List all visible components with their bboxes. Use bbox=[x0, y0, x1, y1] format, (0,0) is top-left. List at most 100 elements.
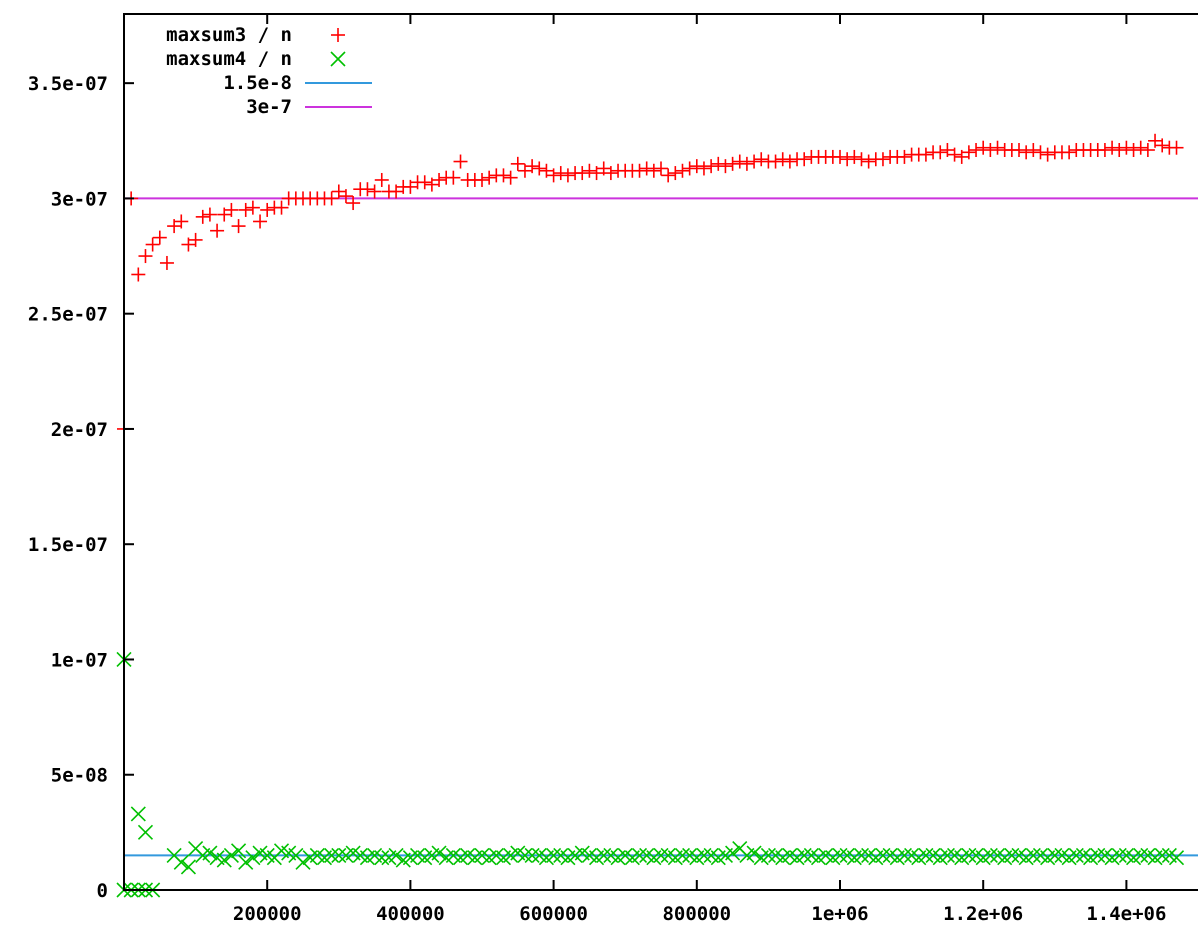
point-s1-45 bbox=[431, 845, 447, 861]
point-s0-35 bbox=[367, 184, 382, 199]
point-s0-141 bbox=[1126, 143, 1141, 158]
y-tick-label-0: 0 bbox=[97, 880, 108, 902]
point-s0-55 bbox=[510, 156, 525, 171]
point-s1-6 bbox=[130, 806, 146, 822]
point-s1-19 bbox=[245, 850, 261, 866]
point-s0-109 bbox=[897, 149, 912, 164]
marker-stroke bbox=[839, 847, 855, 863]
point-s1-119 bbox=[961, 847, 977, 863]
marker-stroke bbox=[1154, 847, 1170, 863]
marker-stroke bbox=[245, 850, 261, 866]
marker-stroke bbox=[946, 847, 963, 863]
legend-label-1: maxsum4 / n bbox=[166, 48, 292, 70]
marker-stroke bbox=[1068, 847, 1084, 863]
point-s0-19 bbox=[253, 214, 268, 229]
point-s0-15 bbox=[224, 202, 239, 217]
point-s0-30 bbox=[331, 184, 346, 199]
point-s0-11 bbox=[195, 209, 210, 224]
marker-stroke bbox=[1111, 847, 1127, 863]
point-s0-65 bbox=[582, 163, 597, 178]
point-s1-76 bbox=[653, 847, 669, 863]
point-s0-116 bbox=[947, 147, 962, 162]
marker-stroke bbox=[130, 806, 146, 822]
series-layer bbox=[116, 133, 1185, 898]
point-s0-72 bbox=[632, 163, 647, 178]
marker-stroke bbox=[324, 847, 340, 863]
point-s0-79 bbox=[682, 161, 697, 176]
point-s1-13 bbox=[202, 845, 218, 861]
point-s1-101 bbox=[832, 847, 848, 863]
point-s1-26 bbox=[295, 854, 311, 870]
marker-stroke bbox=[1011, 847, 1027, 863]
marker-stroke bbox=[703, 847, 719, 863]
marker-stroke bbox=[202, 845, 218, 861]
point-s1-18 bbox=[238, 854, 254, 870]
point-s0-82 bbox=[704, 159, 719, 174]
point-s0-9 bbox=[181, 237, 196, 252]
marker-stroke bbox=[230, 843, 247, 859]
marker-stroke bbox=[968, 847, 984, 863]
marker-stroke bbox=[531, 847, 547, 863]
marker-stroke bbox=[488, 847, 504, 863]
point-s1-9 bbox=[173, 854, 189, 870]
point-s0-101 bbox=[840, 152, 855, 167]
point-s0-5 bbox=[152, 230, 167, 245]
point-s1-37 bbox=[374, 850, 390, 866]
marker-stroke bbox=[524, 847, 540, 863]
marker-stroke bbox=[188, 840, 204, 857]
marker-stroke bbox=[216, 852, 232, 868]
point-s0-68 bbox=[603, 166, 618, 181]
point-s0-100 bbox=[833, 149, 847, 164]
point-s0-117 bbox=[954, 149, 969, 164]
x-tick-label-4: 1e+06 bbox=[811, 903, 868, 925]
point-s0-121 bbox=[983, 143, 998, 158]
marker-stroke bbox=[603, 847, 619, 863]
series-1 bbox=[116, 651, 1185, 898]
x-tick-label-5: 1.2e+06 bbox=[943, 903, 1023, 925]
marker-stroke bbox=[904, 847, 920, 863]
point-s0-128 bbox=[1033, 145, 1048, 160]
point-s0-95 bbox=[797, 152, 812, 167]
point-s1-16 bbox=[223, 847, 239, 863]
marker-stroke bbox=[431, 845, 447, 861]
marker-stroke bbox=[1004, 847, 1020, 863]
marker-stroke bbox=[882, 847, 898, 863]
point-s0-87 bbox=[739, 156, 754, 171]
point-s1-137 bbox=[1090, 847, 1106, 863]
marker-stroke bbox=[961, 847, 977, 863]
point-s0-56 bbox=[517, 163, 532, 178]
marker-stroke bbox=[252, 845, 268, 861]
marker-stroke bbox=[259, 847, 275, 863]
point-s1-146 bbox=[1154, 847, 1170, 863]
point-s1-116 bbox=[939, 847, 955, 863]
marker-stroke bbox=[596, 847, 612, 863]
point-s1-107 bbox=[875, 847, 891, 863]
marker-stroke bbox=[209, 850, 225, 866]
point-s0-125 bbox=[1012, 143, 1026, 158]
marker-stroke bbox=[674, 847, 691, 863]
marker-stroke bbox=[367, 847, 383, 863]
marker-stroke bbox=[166, 847, 182, 863]
marker-stroke bbox=[803, 847, 819, 863]
point-s0-16 bbox=[231, 219, 246, 234]
point-s1-68 bbox=[596, 847, 612, 863]
point-s0-138 bbox=[1105, 140, 1120, 155]
marker-stroke bbox=[732, 840, 748, 857]
marker-stroke bbox=[345, 845, 361, 861]
point-s0-118 bbox=[961, 145, 976, 160]
point-s0-88 bbox=[747, 154, 762, 169]
point-s0-12 bbox=[202, 207, 217, 222]
marker-stroke bbox=[1054, 847, 1070, 863]
point-s0-13 bbox=[210, 223, 225, 238]
marker-stroke bbox=[760, 847, 776, 863]
point-s0-106 bbox=[875, 152, 890, 167]
point-s1-125 bbox=[1004, 847, 1020, 863]
marker-stroke bbox=[474, 847, 490, 863]
point-s1-143 bbox=[1133, 847, 1149, 863]
point-s0-61 bbox=[553, 166, 568, 181]
marker-stroke bbox=[288, 847, 304, 863]
point-s0-115 bbox=[940, 143, 955, 158]
point-s0-53 bbox=[496, 168, 511, 183]
point-s0-80 bbox=[689, 159, 704, 174]
